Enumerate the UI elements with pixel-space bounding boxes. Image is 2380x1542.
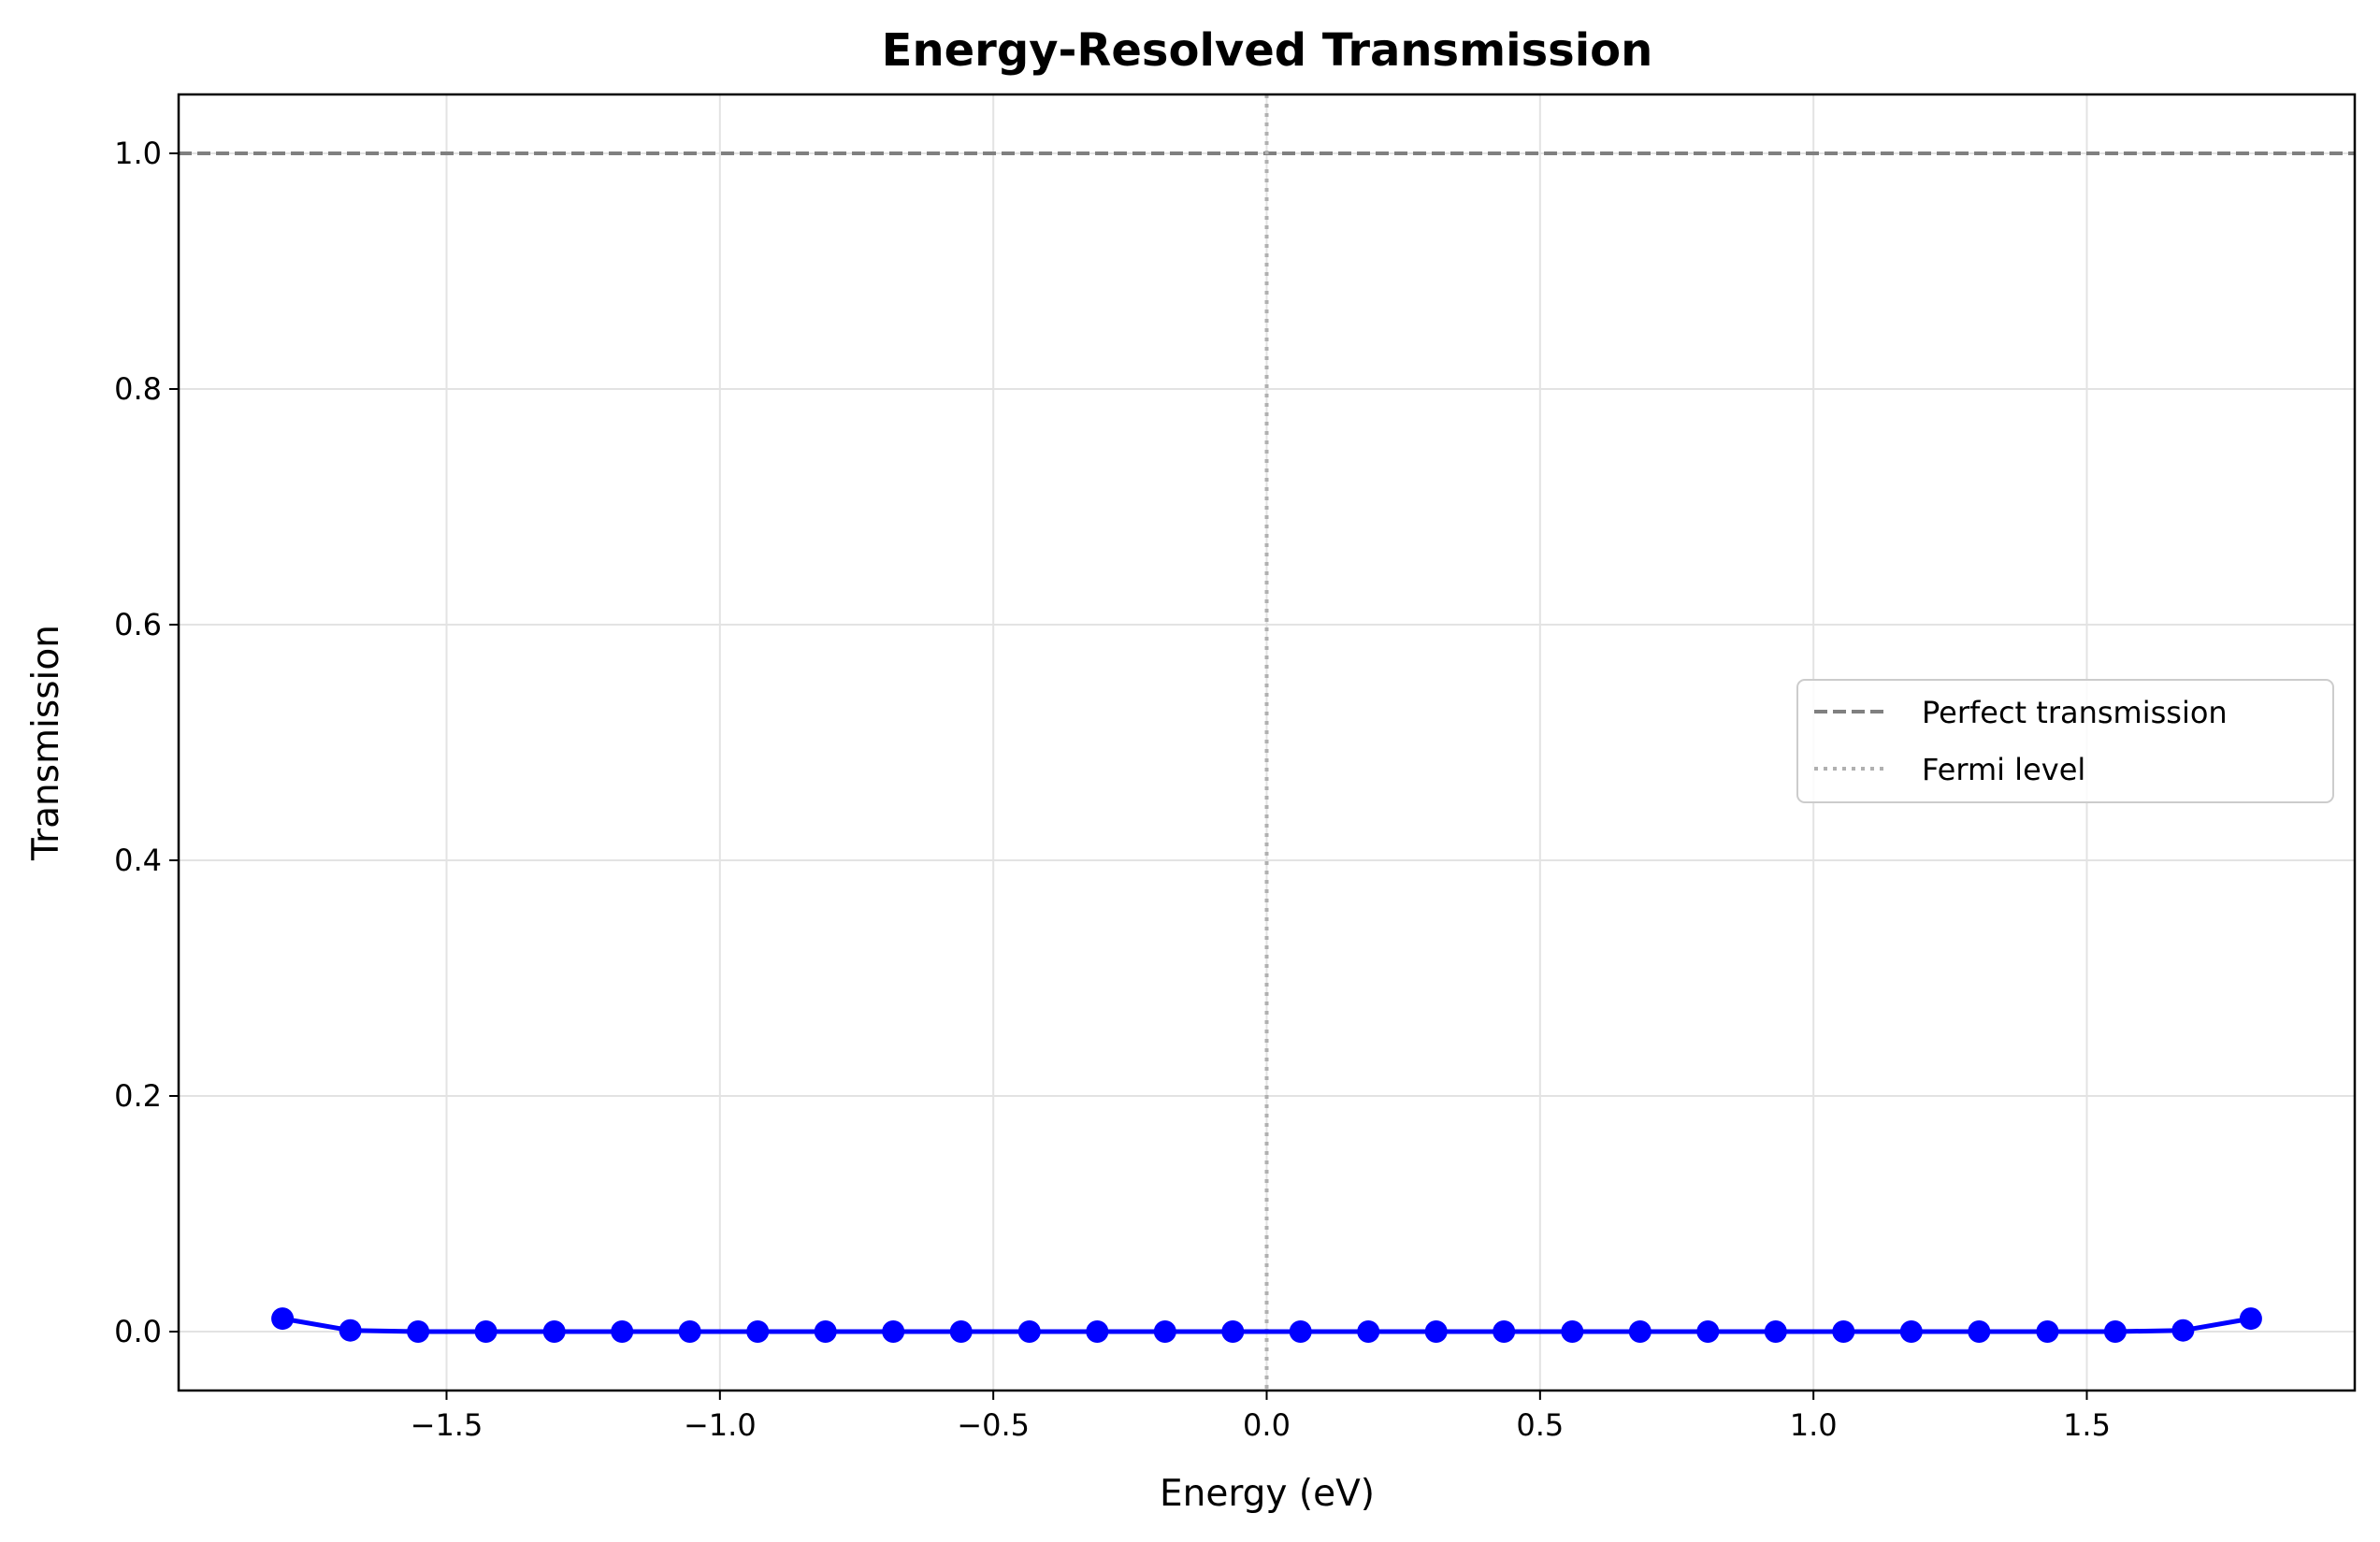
data-point	[746, 1320, 770, 1343]
data-point	[542, 1320, 566, 1343]
legend-label-fermi-level: Fermi level	[1922, 752, 2085, 787]
series-line	[281, 1316, 2252, 1334]
x-tick-label: −0.5	[957, 1407, 1030, 1443]
y-tick-label: 1.0	[114, 136, 162, 171]
data-point	[1899, 1320, 1923, 1343]
data-point	[2171, 1319, 2195, 1342]
data-point	[1153, 1320, 1176, 1343]
data-point	[611, 1320, 634, 1343]
data-point	[814, 1320, 837, 1343]
data-point	[2103, 1320, 2127, 1343]
data-point	[407, 1320, 430, 1343]
x-tick-label: −1.0	[684, 1407, 757, 1443]
y-tick-label: 0.2	[114, 1078, 162, 1114]
x-tick-label: 0.0	[1243, 1407, 1291, 1443]
data-point	[1696, 1320, 1720, 1343]
data-point	[271, 1307, 295, 1331]
legend: Perfect transmission Fermi level	[1796, 679, 2334, 803]
y-tick-label: 0.0	[114, 1314, 162, 1349]
data-point	[1764, 1320, 1787, 1343]
y-tick-label: 0.4	[114, 843, 162, 878]
series-layer	[271, 1307, 2262, 1343]
data-point	[1968, 1320, 1991, 1343]
x-tick-label: 1.0	[1790, 1407, 1838, 1443]
data-point	[1493, 1320, 1516, 1343]
legend-box	[1796, 679, 2334, 803]
data-point	[949, 1320, 973, 1343]
data-point	[1357, 1320, 1380, 1343]
y-axis-ticks: 0.0 0.2 0.4 0.6 0.8 1.0	[114, 136, 179, 1349]
legend-label-perfect-transmission: Perfect transmission	[1922, 695, 2228, 730]
x-axis-label: Energy (eV)	[1160, 1473, 1375, 1515]
x-tick-label: −1.5	[411, 1407, 483, 1443]
data-point	[882, 1320, 905, 1343]
x-axis-ticks: −1.5 −1.0 −0.5 0.0 0.5 1.0 1.5	[411, 1391, 2111, 1443]
x-tick-label: 0.5	[1516, 1407, 1564, 1443]
reference-lines	[179, 94, 2355, 1391]
data-point	[1832, 1320, 1855, 1343]
data-point	[1628, 1320, 1652, 1343]
data-point	[2239, 1307, 2262, 1331]
data-point	[1561, 1320, 1584, 1343]
chart-title: Energy-Resolved Transmission	[882, 24, 1653, 77]
data-point	[1424, 1320, 1448, 1343]
y-tick-label: 0.8	[114, 371, 162, 407]
x-tick-label: 1.5	[2063, 1407, 2111, 1443]
data-point	[474, 1320, 498, 1343]
y-axis-label: Transmission	[25, 625, 67, 861]
data-point	[339, 1319, 362, 1342]
data-point	[678, 1320, 701, 1343]
data-point	[2036, 1320, 2059, 1343]
y-tick-label: 0.6	[114, 607, 162, 642]
data-point	[1086, 1320, 1109, 1343]
data-point	[1017, 1320, 1041, 1343]
data-point	[1221, 1320, 1245, 1343]
data-point	[1289, 1320, 1312, 1343]
